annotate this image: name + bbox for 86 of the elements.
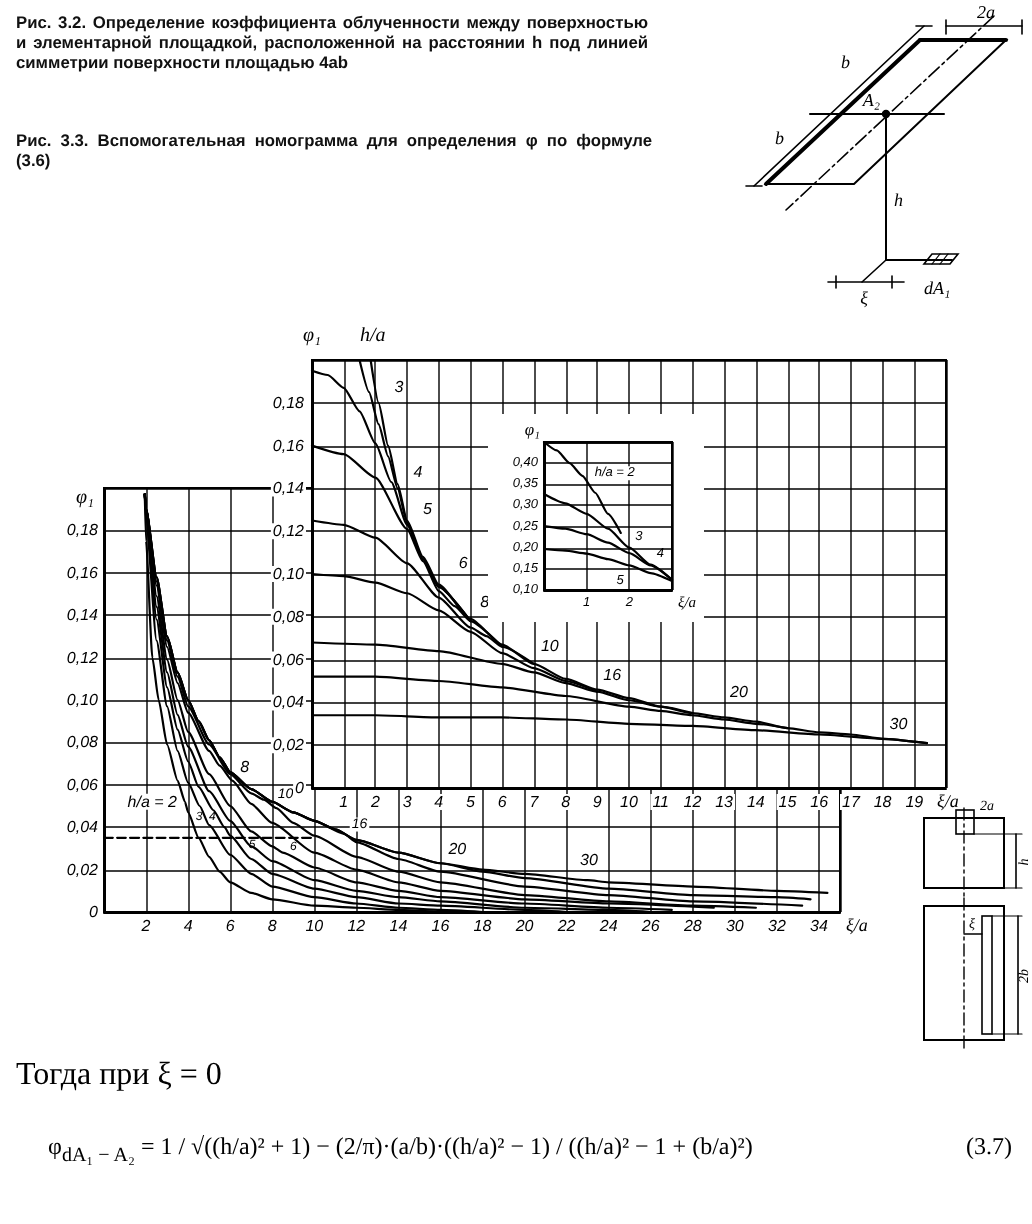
text: Тогда при ξ = 0 xyxy=(16,1056,222,1095)
y-tick-label: 0,02 xyxy=(66,860,100,879)
y-tick-label: 0,18 xyxy=(66,521,100,540)
annotation: 4 xyxy=(413,463,424,482)
x-tick-label: 8 xyxy=(267,917,278,935)
text: 2a xyxy=(977,2,996,22)
text: h xyxy=(894,190,904,210)
annotation: 20 xyxy=(446,840,468,859)
x-tick-label: 14 xyxy=(746,793,766,811)
text: b xyxy=(841,52,851,72)
y-tick-label: 0,08 xyxy=(66,733,100,752)
y-tick-label: 0,12 xyxy=(66,648,100,667)
x-tick-label: 1 xyxy=(339,793,349,811)
y-tick-label: 0,06 xyxy=(272,650,306,669)
x-tick-label: 22 xyxy=(555,917,577,935)
annotation: 10 xyxy=(540,637,560,656)
x-tick-label: 11 xyxy=(652,793,670,811)
x-tick-label: 6 xyxy=(225,917,236,935)
x-tick-label: 20 xyxy=(513,917,535,935)
chart-title: Рис. 3.3. Вспомогательная номограмма для определения φ по формуле (3.6) xyxy=(16,130,652,170)
annotation: 30 xyxy=(580,850,599,869)
text: Рис. 3.2. Определение коэффициента облученности между поверхностью и элементарной площадкой, расположенной на расстоянии h под линией симметрии поверхности площадью 4ab xyxy=(16,12,648,72)
text: φ$_{dA₁ − A₂}$ = 1 / √((h/a)² + 1) − (2/π)·(a/b)·((h/a)² − 1) / ((h/a)² − 1 + (b/a)²) xyxy=(48,1132,753,1169)
annotation: 30 xyxy=(889,714,909,733)
text: h/a xyxy=(360,325,386,347)
y-tick-label: 0,16 xyxy=(272,436,306,455)
annotation: 20 xyxy=(728,682,749,701)
x-tick-label: 28 xyxy=(681,917,703,935)
x-tick-label: 26 xyxy=(639,917,661,935)
x-tick-label: 2 xyxy=(139,917,152,935)
x-tick-label: 32 xyxy=(768,917,787,935)
y-axis-title: φ₁ xyxy=(302,325,322,347)
y-tick-label: 0,14 xyxy=(66,606,100,625)
annotation: 5 xyxy=(423,499,434,518)
x-tick-label: 15 xyxy=(778,793,798,811)
x-tick-label: 18 xyxy=(873,793,893,811)
x-tick-label: 18 xyxy=(473,917,493,935)
x-tick-label: 24 xyxy=(597,917,619,935)
text: (3.7) xyxy=(966,1132,1012,1161)
x-tick-label: 34 xyxy=(810,917,829,935)
y-tick-label: 0,14 xyxy=(272,479,306,498)
text: b xyxy=(775,128,785,148)
text: ξ xyxy=(860,288,869,308)
y-tick-label: 0,08 xyxy=(272,607,306,626)
x-tick-label: 12 xyxy=(683,793,703,811)
x-tick-label: 7 xyxy=(529,793,540,811)
y-tick-label: 0,04 xyxy=(272,693,306,712)
x-tick-label: 19 xyxy=(905,793,925,811)
x-tick-label: 8 xyxy=(561,793,572,811)
y-tick-label: 0 xyxy=(295,779,306,797)
annotation: 8 xyxy=(240,757,251,776)
x-axis-title: ξ/a xyxy=(846,915,869,935)
x-tick-label: 13 xyxy=(715,793,735,811)
y-tick-label: 0,04 xyxy=(66,818,100,837)
y-axis-title: φ₁ xyxy=(524,419,541,439)
annotation: h/a = 2 xyxy=(127,792,179,811)
y-tick-label: 0,16 xyxy=(66,563,100,582)
x-tick-label: 5 xyxy=(466,793,477,811)
x-tick-label: 16 xyxy=(810,793,830,811)
x-tick-label: 14 xyxy=(389,917,409,935)
x-tick-label: 2 xyxy=(368,793,381,811)
x-tick-label: 30 xyxy=(725,917,745,935)
y-tick-label: 0,06 xyxy=(66,775,100,794)
y-tick-label: 0,02 xyxy=(272,736,306,755)
y-tick-label: 0,10 xyxy=(66,691,100,709)
annotation: 16 xyxy=(603,665,623,684)
x-tick-label: 3 xyxy=(402,793,413,811)
y-tick-label: 0 xyxy=(89,903,100,921)
x-axis-title: ξ/a xyxy=(937,791,960,811)
y-tick-label: 0,12 xyxy=(272,522,306,541)
x-tick-label: 12 xyxy=(347,917,367,935)
x-tick-label: 17 xyxy=(841,793,861,811)
x-tick-label: 9 xyxy=(592,793,603,811)
x-tick-label: 6 xyxy=(497,793,508,811)
annotation: 6 xyxy=(458,554,469,573)
text: A₂ xyxy=(860,90,880,110)
x-tick-label: 4 xyxy=(183,917,194,935)
x-tick-label: 10 xyxy=(305,917,325,935)
x-tick-label: 4 xyxy=(434,793,445,811)
x-tick-label: 16 xyxy=(431,917,451,935)
y-axis-title: φ₁ xyxy=(75,487,94,509)
y-tick-label: 0,10 xyxy=(272,565,306,583)
text: dA₁ xyxy=(924,278,951,298)
x-tick-label: 10 xyxy=(620,793,639,811)
annotation: 3 xyxy=(394,377,405,396)
y-tick-label: 0,18 xyxy=(272,393,306,412)
